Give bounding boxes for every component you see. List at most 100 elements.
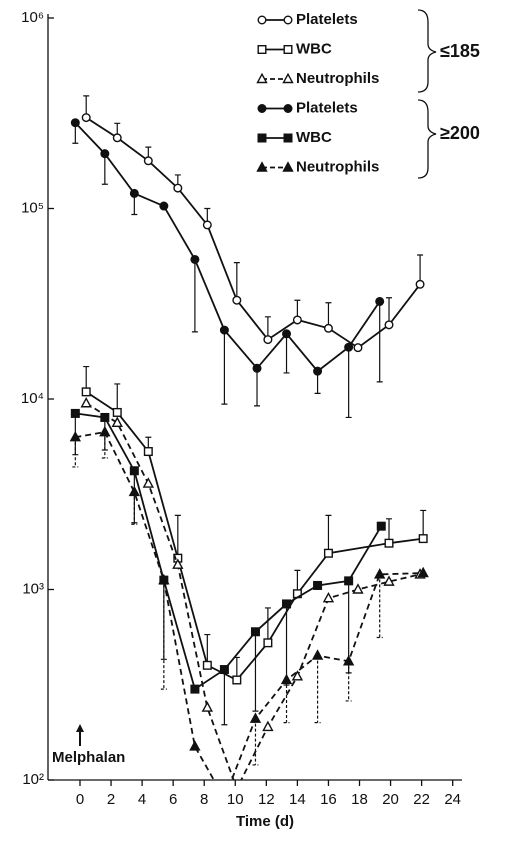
marker (256, 72, 268, 84)
marker (280, 673, 293, 685)
marker (69, 430, 82, 442)
x-tick-label: 2 (107, 791, 115, 808)
marker (201, 701, 214, 712)
marker (100, 412, 110, 422)
error-bar (345, 661, 352, 702)
marker (263, 638, 273, 648)
error-bar (233, 262, 240, 301)
marker (282, 599, 292, 609)
marker (81, 387, 91, 397)
x-axis-label: Time (d) (236, 813, 294, 830)
marker (257, 45, 267, 55)
error-bar (101, 153, 108, 185)
marker (111, 416, 123, 428)
error-bar (174, 514, 181, 559)
marker (282, 72, 294, 84)
y-tick-label: 10⁶ (21, 9, 44, 26)
marker (383, 575, 395, 586)
annotation: Melphalan (52, 749, 125, 766)
marker (283, 103, 293, 113)
error-bar (254, 368, 261, 407)
x-tick-label: 12 (258, 791, 275, 808)
marker (415, 279, 425, 289)
marker (311, 649, 324, 660)
marker (384, 320, 394, 330)
marker (418, 534, 428, 544)
marker (262, 720, 274, 732)
marker (70, 118, 80, 128)
marker (189, 740, 201, 751)
marker (376, 521, 386, 531)
marker (143, 447, 153, 457)
marker (257, 103, 267, 113)
y-tick-label: 10⁴ (21, 390, 44, 407)
marker (80, 396, 92, 408)
marker (257, 133, 267, 143)
x-tick-label: 16 (320, 791, 337, 808)
marker (252, 363, 262, 373)
error-bar (221, 330, 228, 405)
x-tick-label: 24 (444, 791, 461, 808)
marker (292, 315, 302, 325)
marker (257, 15, 267, 25)
error-bar (325, 514, 332, 554)
marker (143, 156, 153, 166)
marker (70, 408, 80, 418)
legend-label: Neutrophils (296, 158, 379, 175)
marker (344, 576, 354, 586)
marker (342, 655, 355, 666)
plot-area (69, 95, 429, 780)
x-tick-label: 20 (382, 791, 399, 808)
y-tick-label: 10² (22, 771, 44, 788)
x-tick-label: 6 (169, 791, 177, 808)
marker (219, 325, 229, 335)
marker (417, 566, 429, 578)
x-tick-label: 22 (413, 791, 430, 808)
y-tick-label: 10³ (22, 580, 44, 597)
marker (100, 149, 110, 159)
marker (202, 220, 212, 230)
marker (158, 573, 170, 585)
marker (375, 296, 385, 306)
marker (112, 133, 122, 143)
marker (219, 665, 229, 675)
series-line (75, 431, 424, 780)
x-tick-label: 4 (138, 791, 146, 808)
marker (263, 335, 273, 345)
error-bar (283, 333, 290, 374)
error-bar (386, 297, 393, 325)
marker (190, 254, 200, 264)
marker (232, 295, 242, 305)
marker (374, 568, 386, 579)
marker (129, 188, 139, 198)
marker (323, 323, 333, 333)
marker (282, 161, 294, 172)
error-bar (314, 655, 321, 724)
error-bar (131, 491, 138, 525)
marker (282, 329, 292, 339)
error-bar (264, 607, 271, 643)
error-bar (252, 718, 259, 766)
error-bar (101, 432, 108, 459)
series-line (85, 391, 424, 682)
legend-label: Neutrophils (296, 70, 379, 87)
error-bar (114, 383, 121, 413)
x-tick-label: 10 (227, 791, 244, 808)
y-tick-label: 10⁵ (21, 199, 44, 216)
legend-brace (417, 99, 437, 179)
error-bar (283, 679, 290, 724)
marker (99, 425, 111, 437)
marker (283, 133, 293, 143)
marker (159, 201, 169, 211)
error-bar (376, 574, 383, 639)
marker (256, 161, 268, 172)
marker (142, 477, 154, 488)
marker (313, 580, 323, 590)
legend-label: Platelets (296, 99, 358, 116)
error-bar (252, 631, 259, 712)
marker (249, 712, 262, 723)
marker (313, 366, 323, 376)
legend-label: Platelets (296, 11, 358, 28)
error-bar (417, 254, 424, 285)
